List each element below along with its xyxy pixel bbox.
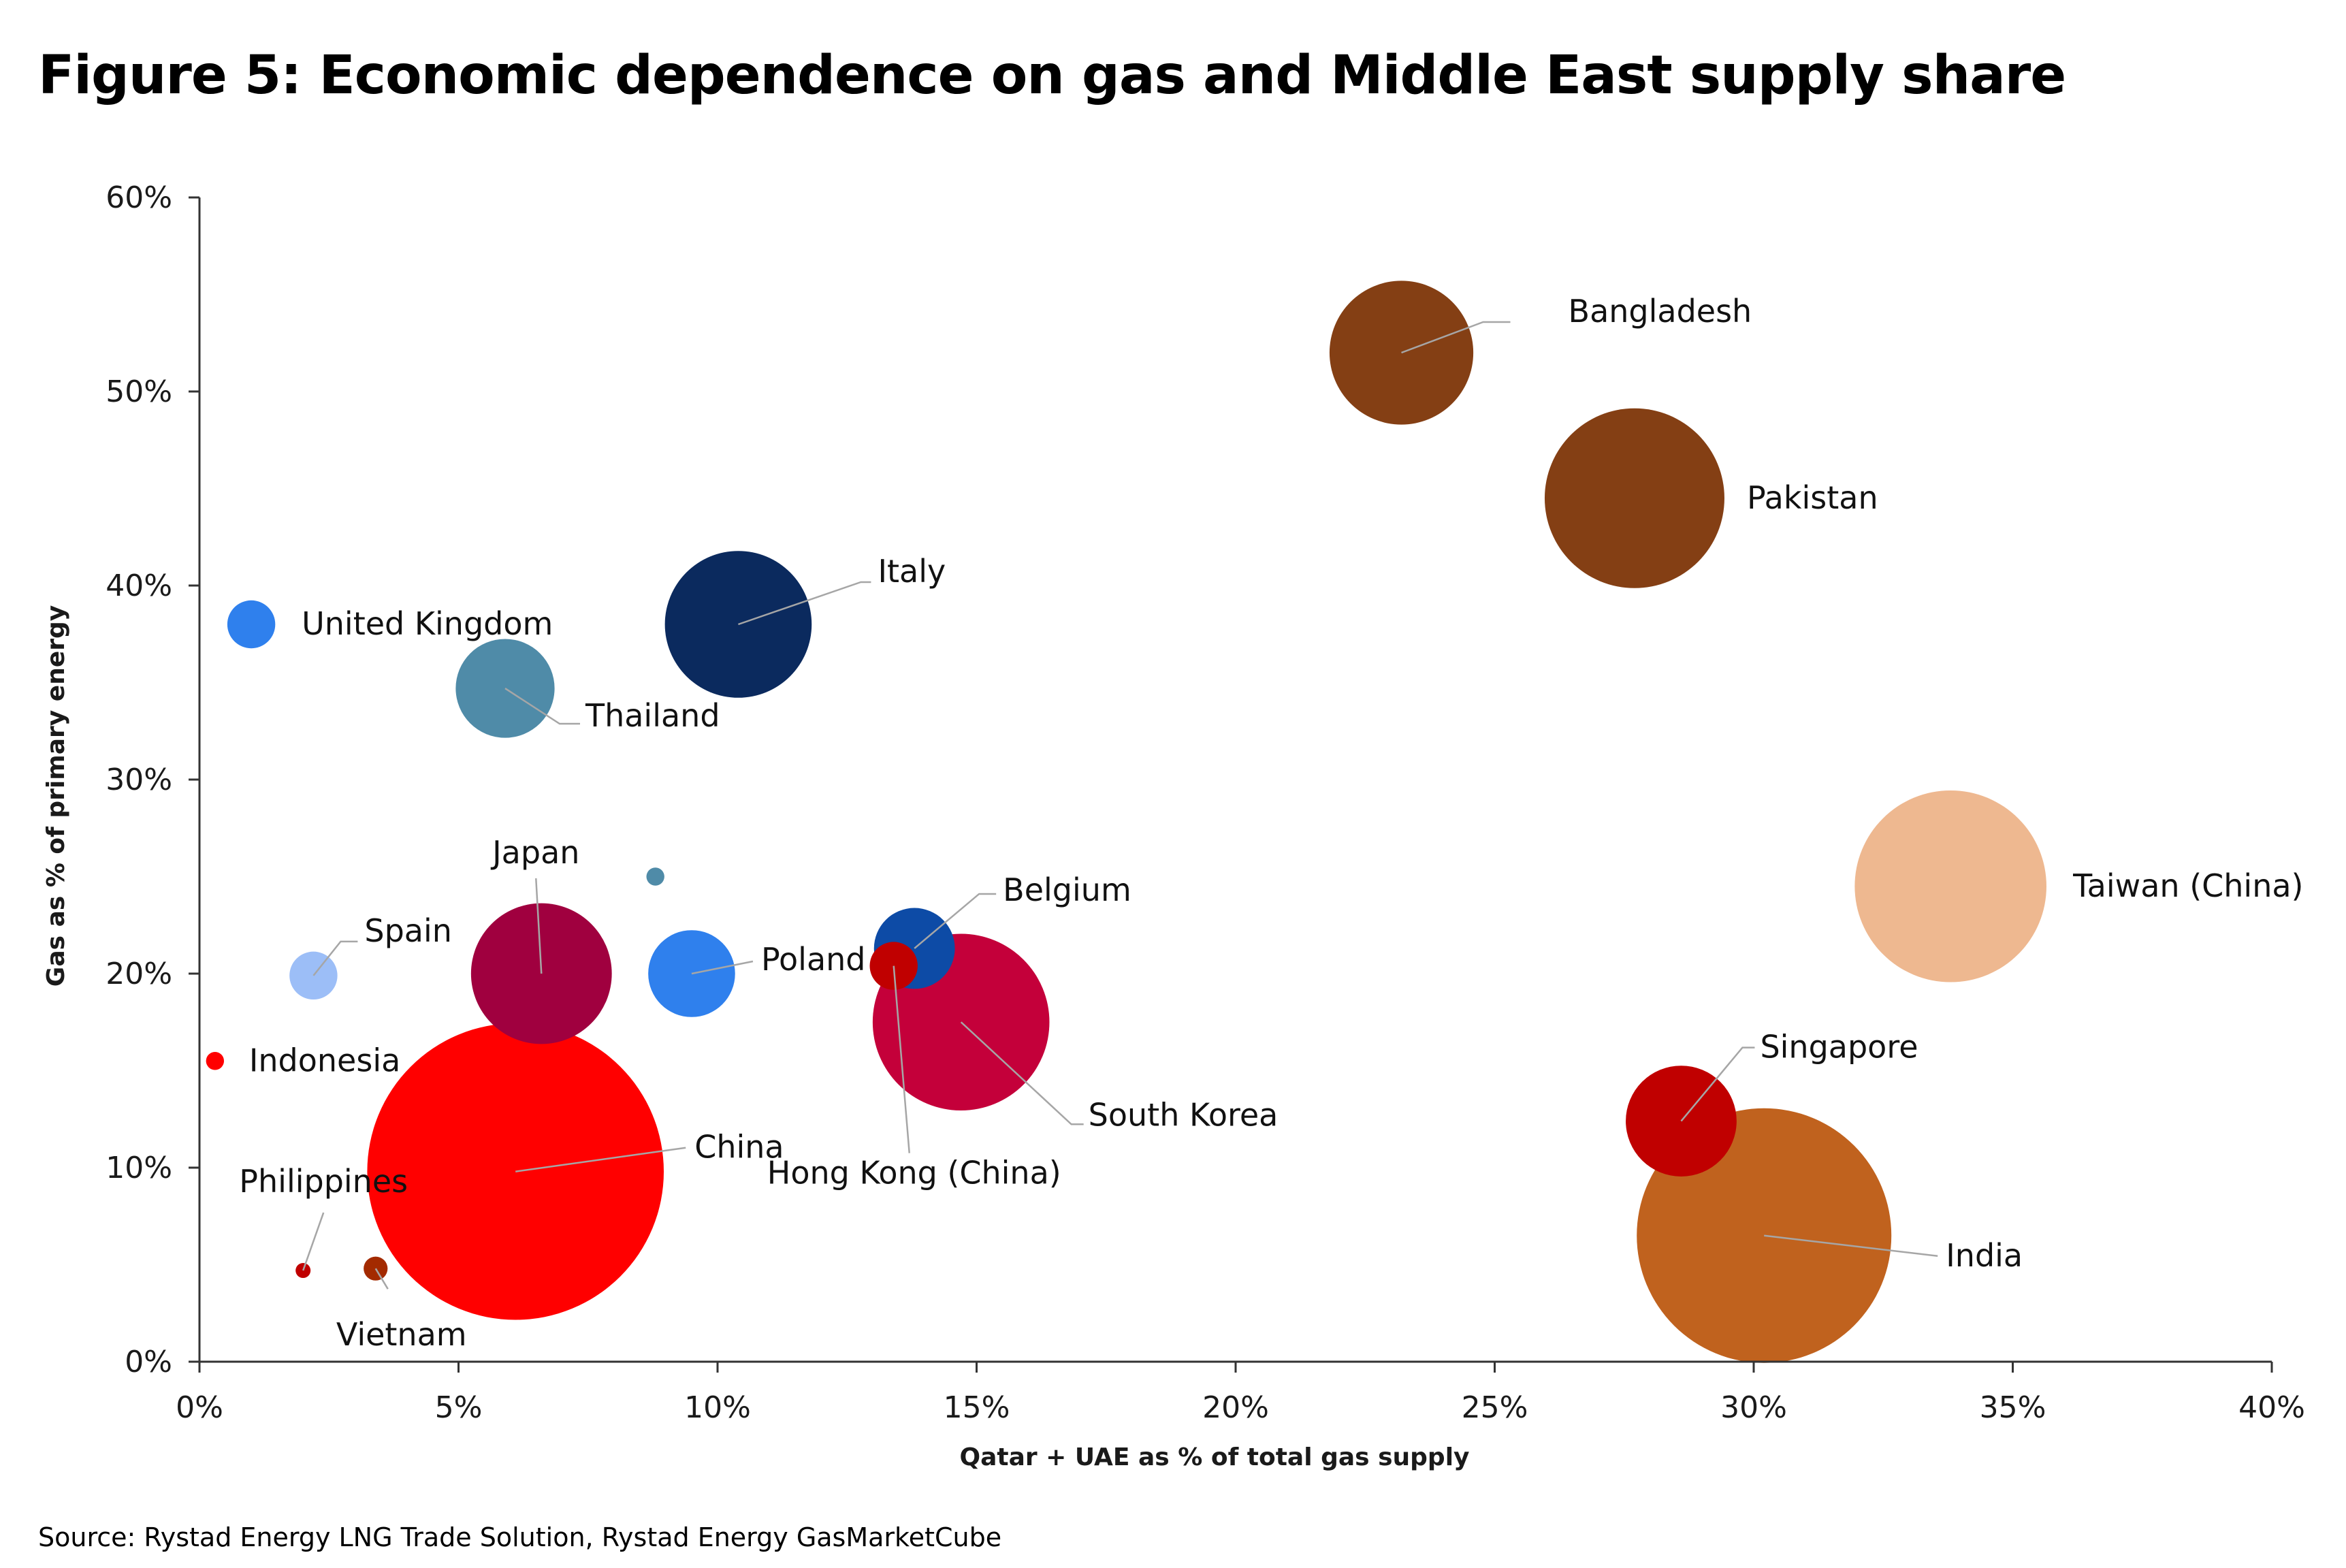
leader-line-philippines [302, 1212, 325, 1271]
leader-line-india [1764, 1234, 1938, 1257]
bubble-indonesia [206, 1052, 225, 1070]
bubble-label-pakistan: Pakistan [1747, 479, 1878, 516]
y-tick-label: 20% [106, 957, 172, 991]
bubbles-layer [206, 281, 2046, 1363]
x-tick-label: 15% [944, 1390, 1010, 1425]
source-note: Source: Rystad Energy LNG Trade Solution… [38, 1522, 1002, 1552]
labels-layer: Bangladesh Pakistan Italy United Kingdom Tha… [239, 293, 2303, 1353]
leader-line-vietnam [374, 1268, 389, 1290]
bubble-label-japan: Japan [490, 834, 579, 871]
leader-line-belgium [914, 893, 997, 949]
bubble-label-china: China [694, 1129, 784, 1166]
x-axis-title: Qatar + UAE as % of total gas supply [959, 1443, 1469, 1471]
leader-line-bangladesh [1401, 321, 1511, 354]
bubble-label-bangladesh: Bangladesh [1569, 293, 1752, 330]
bubble-label-south-korea: South Korea [1089, 1096, 1279, 1133]
axes-layer: 0% 10% 20% 30% 40% 50% 60% 0% 5% 10% 15% 20% 25% 30% 3… [106, 180, 2305, 1425]
bubble-label-spain: Spain [364, 912, 452, 949]
bubble-label-vietnam: Vietnam [336, 1316, 467, 1353]
x-tick-label: 0% [176, 1390, 223, 1425]
bubble-label-hong-kong-china: Hong Kong (China) [767, 1155, 1061, 1191]
bubble-label-india: India [1946, 1237, 2023, 1274]
bubble-label-poland: Poland [761, 941, 866, 978]
x-tick-label: 40% [2238, 1390, 2305, 1425]
bubble-label-taiwan-china: Taiwan (China) [2072, 867, 2303, 904]
x-tick-label: 25% [1462, 1390, 1528, 1425]
leader-line-singapore [1680, 1046, 1755, 1122]
bubble-label-belgium: Belgium [1003, 871, 1131, 908]
bubble-pakistan [1544, 408, 1724, 588]
leader-line-china [515, 1147, 686, 1172]
x-tick-label: 10% [684, 1390, 751, 1425]
leader-lines-layer [302, 321, 1938, 1290]
y-tick-label: 60% [106, 180, 172, 215]
leader-line-thailand [504, 688, 580, 725]
y-tick-label: 50% [106, 374, 172, 409]
y-tick-label: 10% [106, 1151, 172, 1185]
y-axis-title: Gas as % of primary energy [42, 605, 70, 987]
bubble-label-philippines: Philippines [239, 1163, 408, 1200]
x-tick-label: 20% [1202, 1390, 1269, 1425]
leader-line-japan [535, 878, 543, 974]
leader-line-poland [691, 960, 754, 975]
y-tick-label: 40% [106, 569, 172, 603]
chart-title: Figure 5: Economic dependence on gas and… [38, 45, 2066, 106]
bubble-united-kingdom [227, 600, 276, 649]
x-tick-label: 30% [1720, 1390, 1787, 1425]
leader-line-italy [738, 581, 871, 626]
bubble-spain [289, 951, 338, 1000]
bubble-label-thailand: Thailand [585, 697, 720, 734]
bubble-label-indonesia: Indonesia [249, 1042, 400, 1078]
leader-line-hong-kong-china [893, 965, 910, 1153]
x-tick-label: 5% [435, 1390, 483, 1425]
x-tick-label: 35% [1980, 1390, 2046, 1425]
bubble-label-united-kingdom: United Kingdom [302, 605, 553, 642]
leader-line-spain [312, 940, 358, 976]
bubble-label-singapore: Singapore [1760, 1029, 1918, 1066]
bubble-taiwan-china [1854, 790, 2046, 982]
y-tick-label: 0% [125, 1345, 172, 1379]
bubble-label-italy: Italy [878, 553, 946, 590]
leader-line-south-korea [960, 1021, 1084, 1125]
bubble-unlabeled [646, 867, 664, 886]
y-tick-label: 30% [106, 763, 172, 797]
